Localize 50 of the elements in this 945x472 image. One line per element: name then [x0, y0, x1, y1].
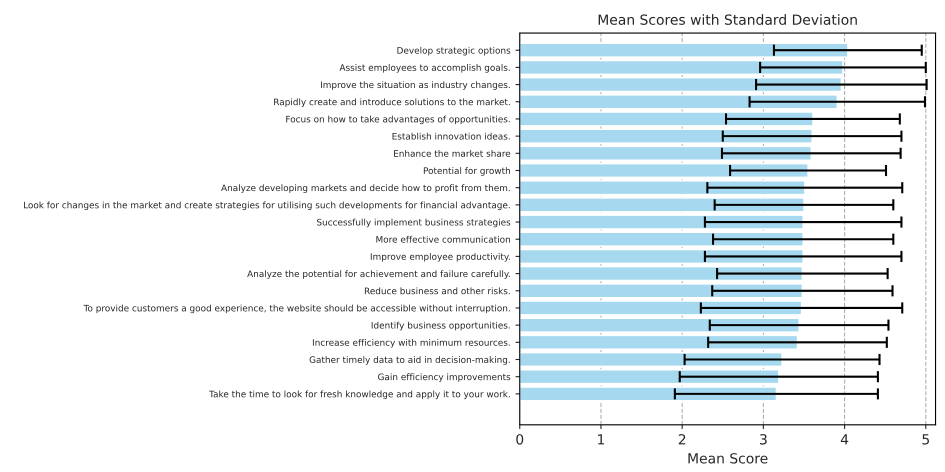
x-tick-label: 0 [516, 434, 524, 445]
y-tick-label: Potential for growth [424, 167, 510, 176]
chart-title: Mean Scores with Standard Deviation [598, 14, 857, 25]
x-tick-label: 4 [840, 434, 848, 444]
y-tick-label: Assist employees to accomplish goals. [340, 64, 510, 73]
bar [520, 300, 802, 316]
x-tick-label: 3 [760, 434, 767, 445]
bar [520, 386, 778, 402]
bar [520, 283, 804, 298]
y-tick-label: Establish innovation ideas. [392, 132, 510, 140]
bar [520, 369, 780, 384]
y-tick-label: Improve the situation as industry changes. [320, 81, 510, 90]
bar [520, 266, 804, 282]
y-tick-label: Rapidly create and introduce solutions to the market. [274, 98, 510, 107]
y-tick-label: Analyze the potential for achievement and failure carefully. [247, 270, 510, 279]
y-tick-label: Improve employee productivity. [370, 253, 510, 262]
x-axis-title: Mean Score [688, 453, 768, 464]
bar [520, 77, 842, 92]
y-tick-label: Look for changes in the market and create strategies for utilising such developments for financial advantage. [24, 201, 510, 210]
y-tick-label: Increase efficiency with minimum resources. [312, 338, 510, 348]
bar [520, 318, 800, 333]
y-tick-label: More effective communication [376, 236, 510, 243]
y-tick-label: Take the time to look for fresh knowledge and apply it to your work. [209, 390, 510, 400]
bar [520, 352, 783, 368]
y-tick-label: Analyze developing markets and decide how to profit from them. [221, 184, 510, 193]
bar [520, 214, 804, 230]
bar [520, 42, 849, 58]
bar [520, 111, 814, 127]
bar [520, 60, 844, 75]
bar [520, 162, 809, 178]
bar [520, 128, 813, 144]
x-tick-label: 1 [598, 434, 604, 444]
bar [520, 232, 804, 247]
bar [520, 146, 812, 161]
x-tick-label: 5 [922, 434, 930, 445]
x-tick-label: 2 [678, 434, 686, 444]
y-tick-label: Identify business opportunities. [372, 322, 510, 330]
y-tick-label: Gather timely data to aid in decision-making. [310, 356, 510, 365]
bar [520, 180, 806, 196]
bar [520, 94, 838, 110]
bar [520, 334, 798, 350]
y-tick-label: Gain efficiency improvements [378, 373, 510, 382]
y-tick-label: To provide customers a good experience, the website should be accessible without interruption. [84, 304, 510, 314]
bar [520, 197, 805, 212]
y-tick-label: Focus on how to take advantages of opportunities. [286, 116, 510, 124]
y-tick-label: Reduce business and other risks. [364, 287, 510, 294]
y-tick-label: Successfully implement business strategies [317, 218, 510, 228]
bar [520, 248, 804, 264]
y-tick-label: Develop strategic options [397, 46, 510, 56]
y-tick-label: Enhance the market share [394, 150, 510, 157]
